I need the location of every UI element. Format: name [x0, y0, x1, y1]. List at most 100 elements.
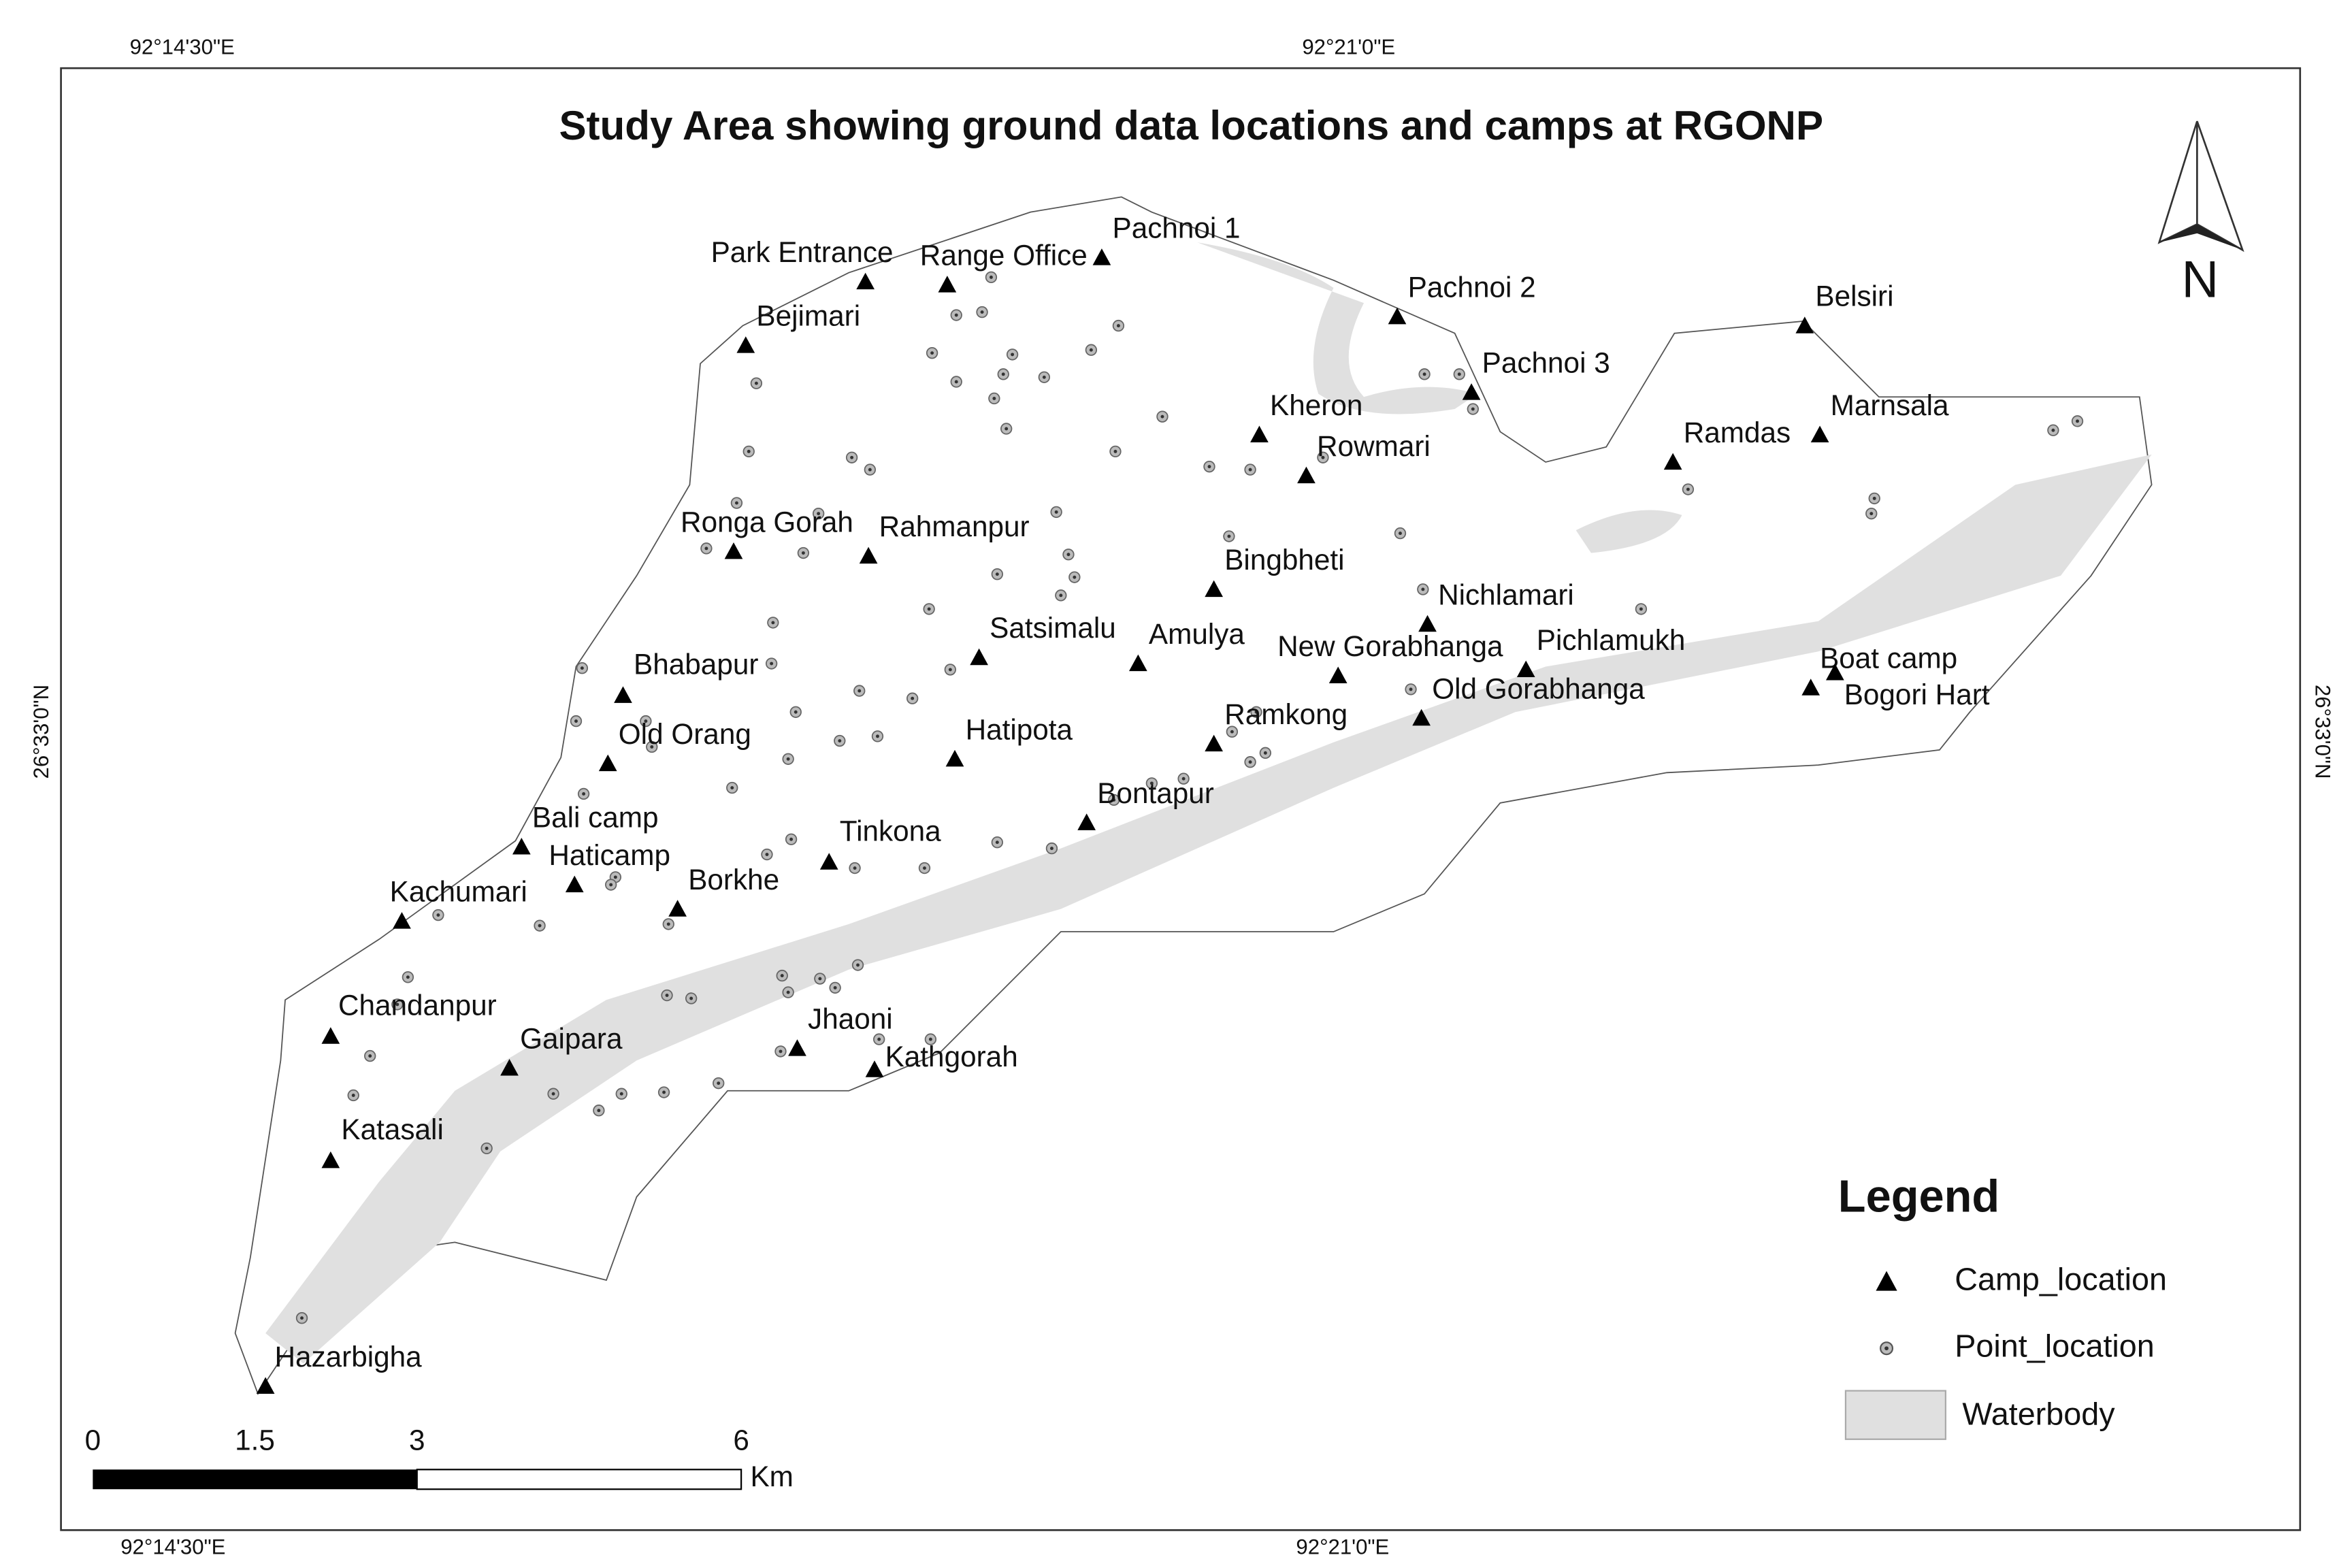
point-location-dot — [734, 501, 738, 505]
camp-marker — [1663, 453, 1682, 470]
legend-water-symbol — [1844, 1390, 1946, 1440]
point-location-dot — [868, 468, 872, 472]
point-location-dot — [1089, 348, 1093, 352]
latitude-label: 26°33'0"N — [2311, 685, 2335, 779]
point-location-dot — [689, 996, 693, 1000]
point-location-dot — [551, 1092, 555, 1096]
point-location-dot — [1686, 487, 1690, 491]
point-location-dot — [300, 1316, 304, 1320]
camp-marker — [736, 336, 755, 353]
point-location-dot — [1409, 687, 1413, 691]
legend-title: Legend — [1838, 1172, 1999, 1222]
scale-label: 0 — [85, 1424, 101, 1456]
point-location-dot — [597, 1109, 601, 1113]
point-location-dot — [395, 1002, 399, 1007]
point-location-dot — [779, 1049, 783, 1054]
scale-label: 3 — [409, 1424, 425, 1456]
scale-unit: Km — [750, 1460, 793, 1492]
point-location-dot — [911, 696, 915, 700]
point-location-dot — [817, 512, 821, 516]
camp-label: Pachnoi 2 — [1408, 271, 1536, 303]
camp-label: Bogori Hart — [1844, 679, 1990, 710]
point-location-dot — [1263, 751, 1267, 755]
camp-marker — [500, 1059, 519, 1076]
camp-marker — [1328, 666, 1348, 683]
point-location-dot — [858, 689, 862, 693]
legend-camp-symbol — [1876, 1271, 1897, 1291]
camp-label: Park Entrance — [711, 236, 894, 268]
camp-label: Range Office — [920, 240, 1088, 272]
point-location-dot — [754, 381, 758, 385]
point-location-dot — [485, 1146, 489, 1150]
camp-marker — [724, 542, 743, 559]
point-location-dot — [948, 668, 952, 672]
camp-marker — [512, 838, 531, 855]
camp-label: Chandanpur — [338, 990, 497, 1022]
camp-marker — [1516, 660, 1535, 678]
waterbody — [265, 454, 2152, 1364]
camp-marker — [1205, 580, 1224, 598]
legend-label: Point_location — [1955, 1328, 2155, 1364]
map-frame — [60, 67, 2302, 1531]
point-location-dot — [927, 607, 931, 611]
camp-marker — [1128, 654, 1147, 672]
point-location-dot — [1639, 607, 1643, 611]
scale-segment — [93, 1469, 417, 1490]
point-location-dot — [1066, 553, 1071, 557]
legend: Legend Camp_location Point_location Wate… — [1838, 1172, 2167, 1440]
point-location-dot — [2051, 428, 2055, 432]
camp-marker — [859, 546, 878, 564]
camp-label: Marnsala — [1831, 389, 1949, 421]
point-location-dot — [786, 757, 790, 761]
point-location-dot — [1050, 847, 1054, 851]
point-location-dot — [818, 977, 822, 981]
point-location-dot — [1059, 593, 1063, 598]
point-location-dot — [1422, 372, 1426, 376]
camp-marker — [1297, 466, 1316, 484]
point-location-dot — [1254, 710, 1258, 714]
point-location-dot — [644, 719, 648, 723]
camp-label: Old Orang — [619, 718, 751, 750]
point-location-dot — [2076, 419, 2079, 423]
point-location-dot — [580, 666, 584, 670]
camp-marker — [856, 272, 875, 290]
camp-label: Pichlamukh — [1537, 624, 1686, 656]
camp-marker — [1412, 708, 1431, 726]
point-location-dot — [1227, 534, 1231, 538]
legend-label: Waterbody — [1962, 1396, 2115, 1432]
point-location-dot — [1457, 372, 1461, 376]
north-arrow-base — [2159, 224, 2243, 250]
point-location-dot — [770, 662, 774, 666]
point-location-dot — [351, 1094, 355, 1097]
legend-point-dot — [1884, 1346, 1889, 1351]
camp-label: Boat camp — [1820, 642, 1957, 674]
camp-marker — [1250, 425, 1269, 443]
point-location-dot — [856, 963, 860, 967]
camp-label: Jhaoni — [808, 1003, 893, 1035]
point-location-dot — [789, 837, 794, 841]
longitude-label: 92°21'0"E — [1302, 35, 1395, 59]
longitude-label: 92°14'30"E — [130, 35, 235, 59]
point-location-dot — [619, 1092, 623, 1096]
camp-label: Katasali — [341, 1113, 443, 1145]
camp-label: Bhabapur — [634, 649, 758, 681]
camp-marker — [1077, 813, 1096, 830]
point-location-dot — [1054, 510, 1058, 514]
point-location-dot — [650, 745, 654, 749]
point-location-dot — [850, 455, 854, 459]
waterbody — [1575, 510, 1682, 553]
point-location-dot — [1001, 372, 1005, 376]
point-location-dot — [538, 924, 542, 928]
point-location-dot — [1073, 575, 1077, 579]
point-location-dot — [877, 1037, 881, 1041]
point-location-dot — [995, 840, 999, 845]
point-location-dot — [1116, 324, 1120, 328]
point-location-dot — [780, 974, 784, 978]
point-location-dot — [368, 1054, 372, 1058]
waterbody — [1197, 242, 1477, 414]
camp-label: Rahmanpur — [879, 510, 1030, 542]
point-location-dot — [1230, 730, 1234, 734]
camp-label: Hatipota — [966, 713, 1073, 745]
